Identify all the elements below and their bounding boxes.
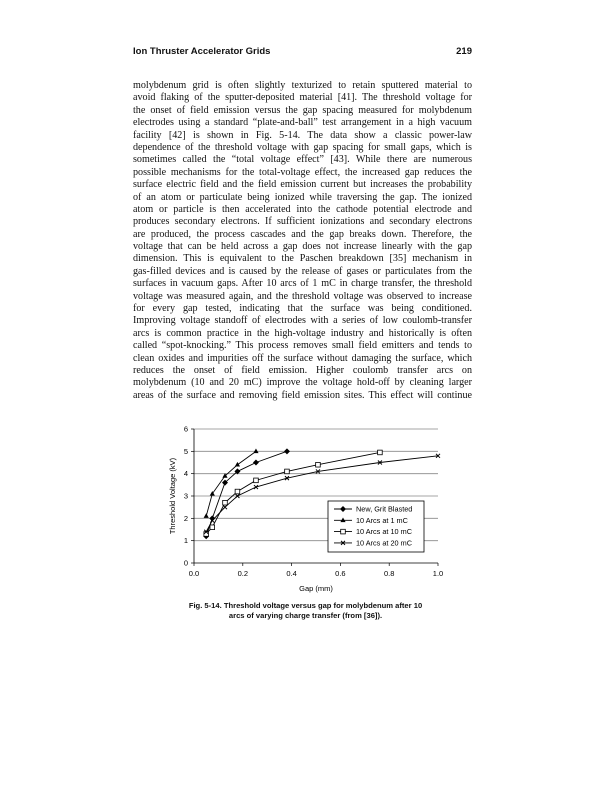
body-line: are produced, the process cascades and t… xyxy=(133,228,472,240)
x-marker xyxy=(315,469,321,474)
triangle-marker xyxy=(234,461,241,467)
y-tick-label: 3 xyxy=(184,492,188,501)
body-line: atom or particle is then accelerated int… xyxy=(133,203,472,215)
series-line xyxy=(205,450,288,537)
x-tick-label: 0.6 xyxy=(335,569,345,578)
body-text: molybdenum grid is often slightly textur… xyxy=(133,80,472,402)
body-line: electrodes using a standard “plate-and-b… xyxy=(133,117,472,129)
square-marker xyxy=(222,499,228,506)
body-line: facility [42] is shown in Fig. 5-14. The… xyxy=(133,129,472,141)
x-tick-label: 0.4 xyxy=(286,569,296,578)
diamond-marker xyxy=(209,515,216,522)
x-tick-label: 0.0 xyxy=(189,569,199,578)
square-marker xyxy=(284,468,290,475)
body-line: sometimes called the “total voltage effe… xyxy=(133,154,472,166)
running-header-title: Ion Thruster Accelerator Grids xyxy=(133,46,271,57)
square-marker xyxy=(315,462,321,468)
body-line: possible mechanisms for the total-voltag… xyxy=(133,166,472,178)
body-line: arcs is common practice in the high-volt… xyxy=(133,327,472,339)
triangle-marker xyxy=(222,473,228,478)
body-line: molybdenum (10 and 20 mC) improve the vo… xyxy=(133,377,472,389)
body-line: reduces the onset of field emission. Hig… xyxy=(133,364,472,376)
square-marker xyxy=(209,524,215,530)
triangle-marker xyxy=(209,490,215,496)
body-line: areas of the surface and removing field … xyxy=(133,389,472,401)
y-tick-label: 1 xyxy=(184,536,188,545)
series-line xyxy=(205,452,381,535)
y-tick-label: 4 xyxy=(184,469,188,478)
body-line: for every gap tested, indicating that th… xyxy=(133,303,472,315)
legend-label: 10 Arcs at 20 mC xyxy=(356,539,412,548)
body-line: of an atom or particulate being ionized … xyxy=(133,191,472,203)
page-number: 219 xyxy=(456,46,472,57)
body-line: dependence of the threshold voltage with… xyxy=(133,141,472,153)
body-line: called “spot-knocking.” This process rem… xyxy=(133,340,472,352)
body-line: dimension. This is equivalent to the Pas… xyxy=(133,253,472,265)
diamond-marker xyxy=(221,479,228,486)
triangle-marker xyxy=(253,448,259,454)
body-line: the onset of field emission versus the g… xyxy=(133,104,472,116)
x-tick-label: 0.2 xyxy=(238,569,248,578)
body-line: voltage that can be held across a gap do… xyxy=(133,241,472,253)
diamond-marker xyxy=(283,448,290,455)
triangle-marker xyxy=(203,513,209,518)
x-marker xyxy=(340,540,346,546)
x-marker xyxy=(377,460,383,465)
body-line: surface electric field and the field emi… xyxy=(133,179,472,191)
square-marker xyxy=(377,449,383,456)
y-tick-label: 0 xyxy=(184,559,188,568)
body-line: Improving voltage standoff of electrodes… xyxy=(133,315,472,327)
diamond-marker xyxy=(252,459,259,466)
x-marker xyxy=(203,529,209,535)
legend-label: 10 Arcs at 10 mC xyxy=(356,527,412,536)
x-marker xyxy=(253,484,259,490)
body-line: molybdenum grid is often slightly textur… xyxy=(133,80,472,91)
diamond-marker xyxy=(340,506,346,512)
series-line xyxy=(205,450,257,517)
x-tick-label: 0.8 xyxy=(384,569,394,578)
x-tick-label: 1.0 xyxy=(433,569,443,578)
body-line: avoid flaking of the sputter-deposited m… xyxy=(133,92,472,104)
x-axis-label: Gap (mm) xyxy=(299,584,333,593)
figure-caption-line-1: Fig. 5-14. Threshold voltage versus gap … xyxy=(188,601,423,610)
legend-label: New, Grit Blasted xyxy=(356,505,412,514)
square-marker xyxy=(234,488,241,495)
y-tick-label: 2 xyxy=(184,514,188,523)
y-tick-label: 6 xyxy=(184,425,188,434)
x-marker xyxy=(235,493,240,499)
body-line: produces secondary electrons. If suffici… xyxy=(133,216,472,228)
y-axis-label: Threshold Voltage (kV) xyxy=(168,457,177,534)
body-line: surfaces in vacuum gaps. After 10 arcs o… xyxy=(133,278,472,290)
body-line: voltage was measured again, and the thre… xyxy=(133,290,472,302)
figure-caption-line-2: arcs of varying charge transfer (from [3… xyxy=(228,611,383,620)
square-marker xyxy=(340,528,346,535)
x-marker xyxy=(435,453,441,459)
diamond-marker xyxy=(234,468,241,475)
x-marker xyxy=(222,504,228,510)
square-marker xyxy=(253,477,259,484)
body-line: gas-filled devices and is caused by the … xyxy=(133,265,472,277)
triangle-marker xyxy=(340,517,346,523)
body-line: clean oxides and impurities off the surf… xyxy=(133,352,472,364)
legend-label: 10 Arcs at 1 mC xyxy=(356,516,408,525)
x-marker xyxy=(284,475,290,481)
y-tick-label: 5 xyxy=(184,447,188,456)
x-marker xyxy=(209,518,215,523)
